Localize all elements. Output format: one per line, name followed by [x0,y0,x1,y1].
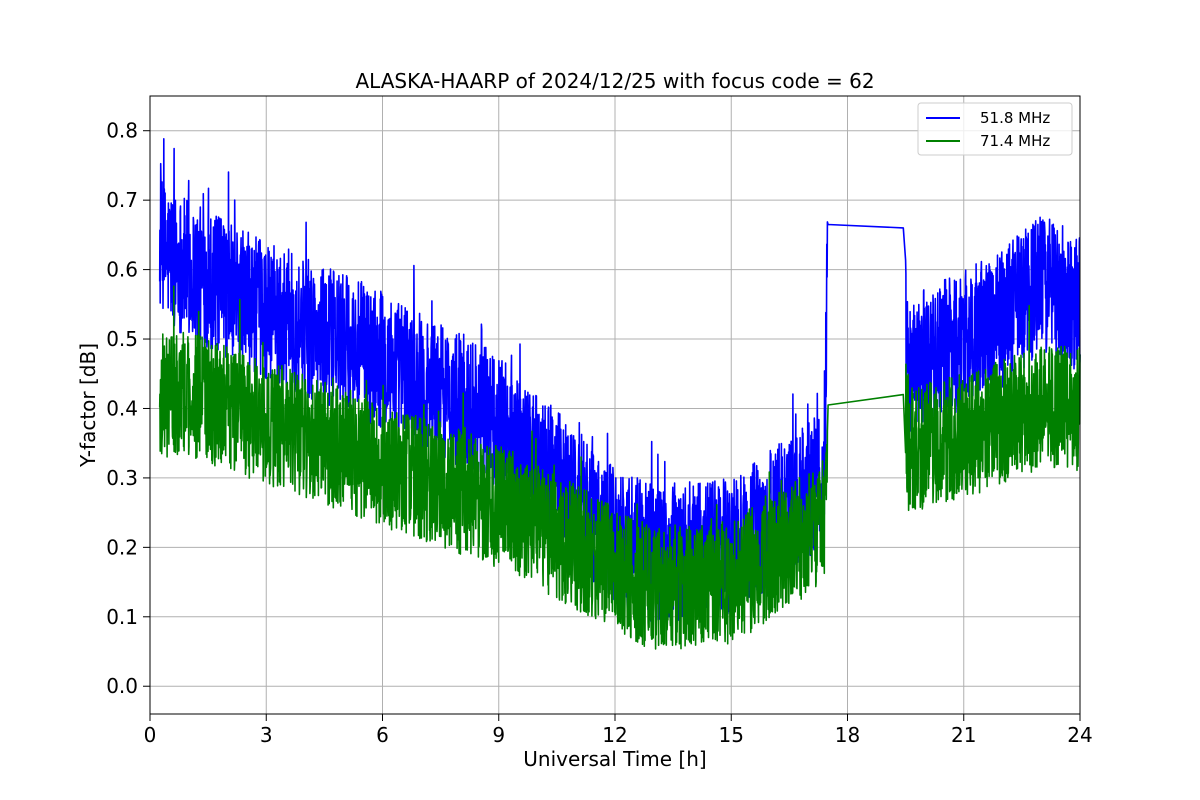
x-tick-label: 24 [1067,723,1092,747]
legend-label: 71.4 MHz [980,132,1050,150]
legend: 51.8 MHz 71.4 MHz [917,102,1073,156]
y-tick-label: 0.1 [106,605,138,629]
series-line [158,138,1081,622]
y-tick-label: 0.8 [106,119,138,143]
x-tick-label: 0 [144,723,157,747]
x-tick-label: 12 [602,723,627,747]
x-tick-label: 3 [260,723,273,747]
x-axis-label: Universal Time [h] [523,747,706,771]
y-tick-label: 0.6 [106,258,138,282]
chart-title: ALASKA-HAARP of 2024/12/25 with focus co… [355,69,874,93]
x-tick-label: 15 [719,723,744,747]
y-tick-label: 0.2 [106,535,138,559]
legend-label: 51.8 MHz [980,109,1050,127]
y-tick-label: 0.7 [106,188,138,212]
x-tick-label: 21 [951,723,976,747]
y-axis-label: Y-factor [dB] [76,343,100,468]
series-line [158,285,1081,650]
y-tick-label: 0.5 [106,327,138,351]
x-tick-label: 9 [492,723,505,747]
y-tick-label: 0.0 [106,674,138,698]
ticks: 0 3 6 9 12 15 18 21 24 0.0 0.1 0.2 0.3 0.4 0.5 0.6 0.7 0.… [106,119,1093,747]
y-tick-label: 0.4 [106,396,138,420]
y-tick-label: 0.3 [106,466,138,490]
x-tick-label: 6 [376,723,389,747]
x-tick-label: 18 [835,723,860,747]
series-layer [158,138,1081,650]
